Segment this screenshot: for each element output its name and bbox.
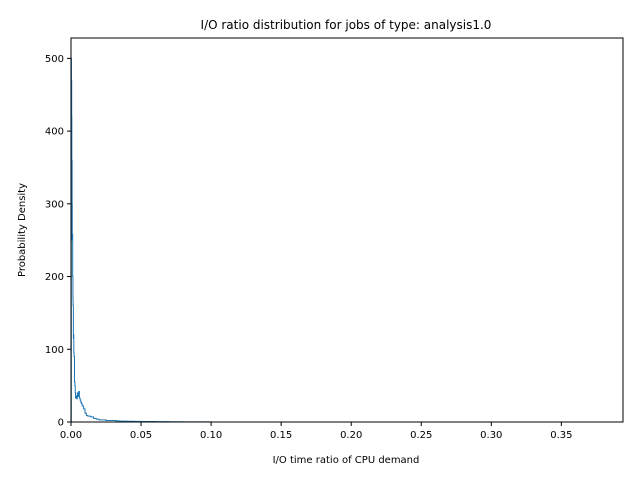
x-axis-label: I/O time ratio of CPU demand [273,455,420,466]
chart-title: I/O ratio distribution for jobs of type:… [201,18,492,32]
y-tick-label: 400 [45,127,64,138]
y-tick-label: 300 [45,199,64,210]
x-tick-label: 0.25 [410,430,432,441]
axes-frame [70,37,624,423]
x-tick-label: 0.05 [130,430,152,441]
x-tick-label: 0.35 [550,430,572,441]
plot-area [70,57,597,423]
x-tick-label: 0.30 [480,430,502,441]
series-line [70,57,597,423]
x-tick-label: 0.00 [60,430,82,441]
y-tick-label: 0 [58,418,64,429]
y-axis: 0 100 200 300 400 500 [45,54,71,429]
x-tick-label: 0.15 [270,430,292,441]
y-tick-label: 500 [45,54,64,65]
y-axis-label: Probability Density [17,183,28,277]
y-tick-label: 200 [45,272,64,283]
x-tick-label: 0.10 [200,430,222,441]
y-tick-label: 100 [45,345,64,356]
x-tick-label: 0.20 [340,430,362,441]
x-axis: 0.00 0.05 0.10 0.15 0.20 0.25 0.30 0.35 [60,422,572,441]
